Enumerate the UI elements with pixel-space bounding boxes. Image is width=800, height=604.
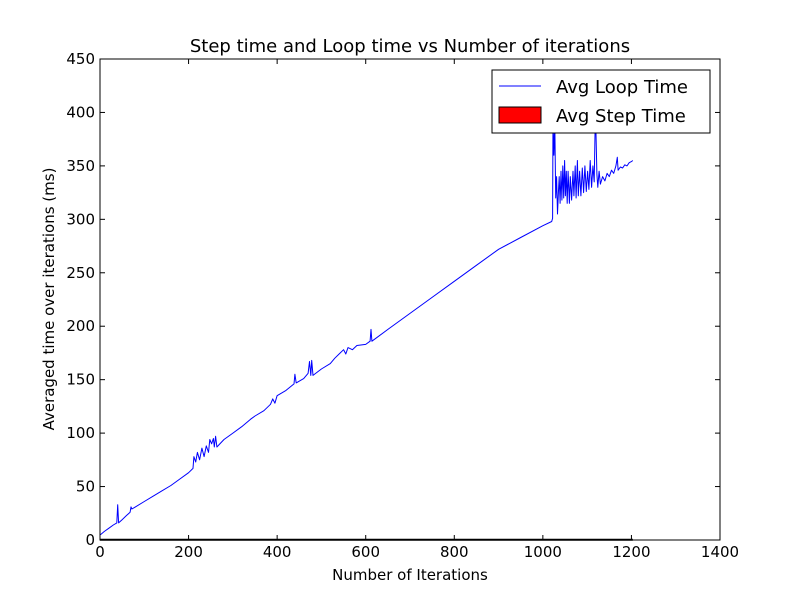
x-tick-label: 600 bbox=[351, 543, 380, 561]
x-axis: 0 200 400 600 800 1000 1200 1400 bbox=[95, 59, 739, 561]
y-tick-label: 450 bbox=[66, 50, 95, 68]
x-tick-label: 200 bbox=[174, 543, 203, 561]
y-tick-label: 100 bbox=[66, 424, 95, 442]
x-tick-label: 1400 bbox=[701, 543, 739, 561]
y-tick-label: 250 bbox=[66, 264, 95, 282]
y-tick-label: 50 bbox=[76, 478, 95, 496]
x-axis-label: Number of Iterations bbox=[332, 566, 488, 584]
legend-label-step-time: Avg Step Time bbox=[556, 106, 686, 127]
plot-frame bbox=[99, 58, 721, 541]
chart-title: Step time and Loop time vs Number of ite… bbox=[190, 36, 630, 57]
x-tick-label: 800 bbox=[440, 543, 469, 561]
legend-label-loop-time: Avg Loop Time bbox=[556, 77, 688, 98]
x-tick-label: 0 bbox=[95, 543, 105, 561]
y-tick-label: 350 bbox=[66, 157, 95, 175]
x-tick-label: 1000 bbox=[524, 543, 562, 561]
legend-swatch-step-time bbox=[498, 106, 542, 124]
y-tick-label: 400 bbox=[66, 103, 95, 121]
y-tick-label: 0 bbox=[85, 531, 95, 549]
legend: Avg Loop Time Avg Step Time bbox=[491, 69, 711, 134]
y-tick-label: 150 bbox=[66, 371, 95, 389]
y-axis-label: Averaged time over iterations (ms) bbox=[40, 168, 58, 431]
x-tick-label: 400 bbox=[263, 543, 292, 561]
series-line-avg-loop-time bbox=[100, 117, 634, 536]
x-tick-label: 1200 bbox=[612, 543, 650, 561]
y-axis: 0 50 100 150 200 250 300 350 400 450 bbox=[66, 50, 720, 549]
y-tick-label: 300 bbox=[66, 210, 95, 228]
y-tick-label: 200 bbox=[66, 317, 95, 335]
